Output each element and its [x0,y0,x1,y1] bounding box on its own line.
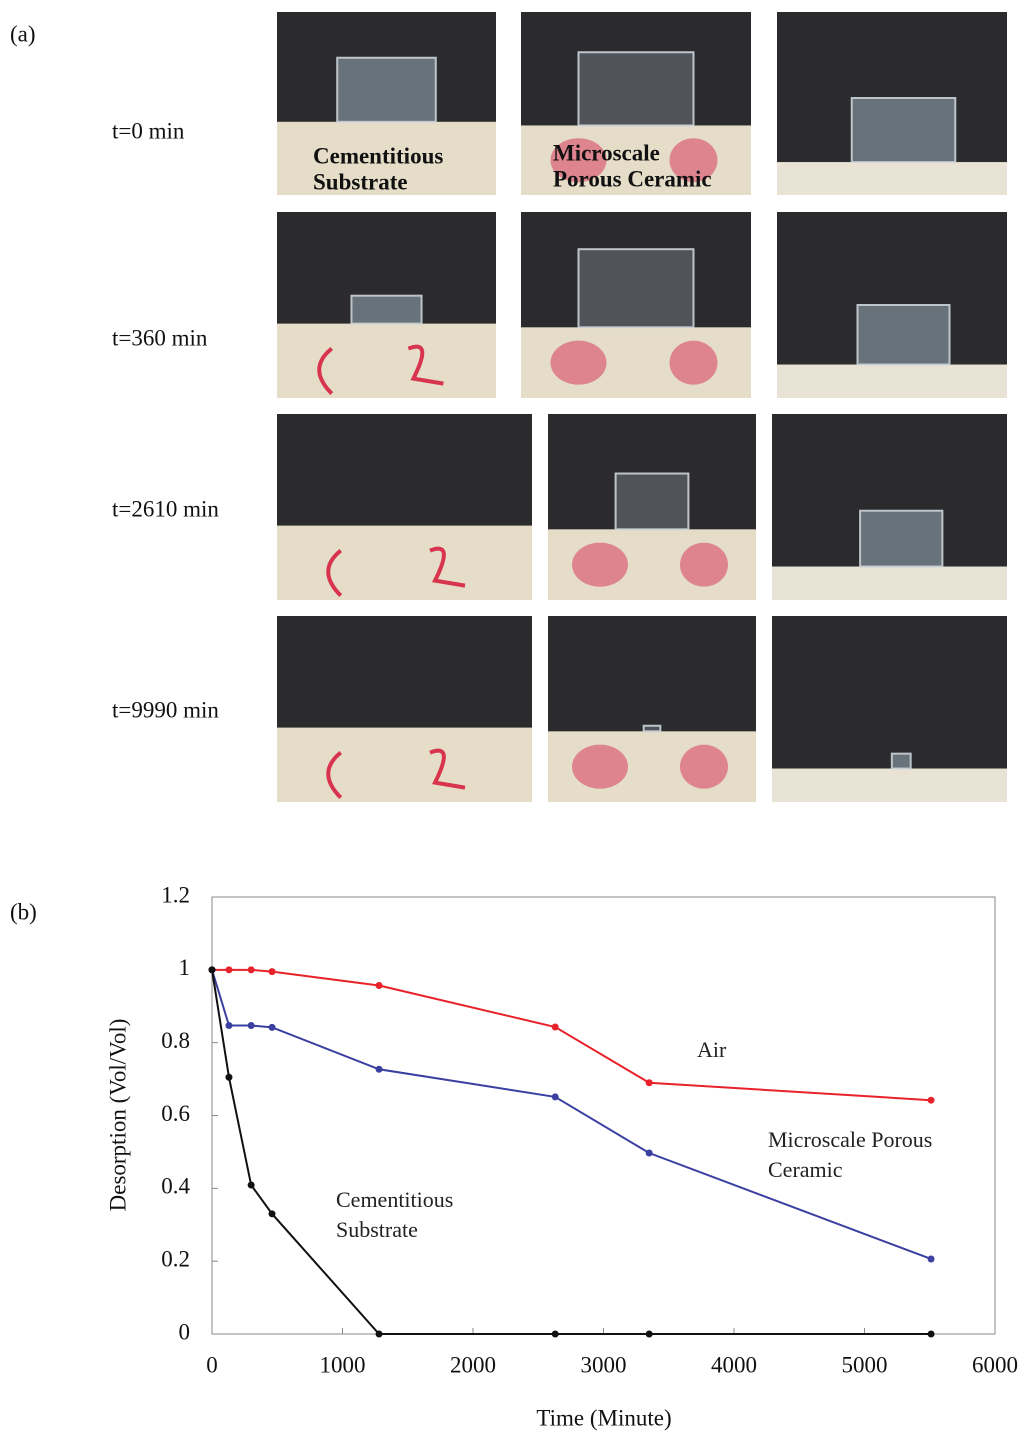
row-label: t=0 min [112,118,185,143]
photo-mark [551,341,607,385]
data-point [552,1331,559,1338]
y-tick-label: 1.2 [161,882,190,907]
photo-mark [572,745,628,789]
data-point [928,1255,935,1262]
photo-mark [680,745,728,789]
data-point [269,1024,276,1031]
photo-substrate [277,728,532,802]
photo-label: Substrate [313,169,408,194]
photo-mark [680,543,728,587]
x-tick-label: 0 [206,1352,218,1377]
row-label: t=2610 min [112,496,219,521]
data-point [248,1182,255,1189]
photo-specimen [351,296,421,324]
data-point [552,1024,559,1031]
data-point [646,1150,653,1157]
x-tick-label: 2000 [450,1352,496,1377]
data-point [209,966,216,973]
data-point [225,1074,232,1081]
y-tick-label: 0.6 [161,1101,190,1126]
data-point [646,1331,653,1338]
photo-specimen [337,58,436,122]
data-point [376,982,383,989]
x-axis-label: Time (Minute) [536,1405,671,1430]
y-tick-label: 0 [179,1319,191,1344]
page: (a) (b) Time (Minute) Desorption (Vol/Vo… [0,0,1028,1439]
y-tick-label: 0.2 [161,1246,190,1271]
y-tick-label: 0.4 [161,1174,190,1199]
data-point [928,1331,935,1338]
photo-label: Microscale [553,140,660,165]
y-tick-label: 0.8 [161,1028,190,1053]
photo-label: Cementitious [313,143,443,168]
x-tick-label: 4000 [711,1352,757,1377]
data-point [225,966,232,973]
figure: (a) (b) Time (Minute) Desorption (Vol/Vo… [0,0,1028,1439]
data-point [376,1066,383,1073]
series-line [212,970,931,1100]
data-point [552,1093,559,1100]
x-tick-label: 6000 [972,1352,1018,1377]
photo-label: Porous Ceramic [553,166,712,191]
photo-specimen [616,474,689,530]
photo-specimen [860,511,942,567]
data-point [225,1022,232,1029]
series-label: Air [697,1035,777,1065]
data-point [376,1331,383,1338]
photo-specimen [579,249,694,327]
data-point [269,968,276,975]
data-point [269,1210,276,1217]
photo-specimen [852,98,956,162]
photo-substrate [277,526,532,600]
y-tick-label: 1 [179,955,191,980]
photo-substrate [772,769,1007,802]
photo-specimen [858,305,950,365]
photo-substrate [772,567,1007,600]
series-label: Cementitious Substrate [336,1185,496,1245]
y-axis-label: Desorption (Vol/Vol) [105,1019,130,1212]
panel-label: (b) [10,899,37,924]
photo-substrate [777,162,1007,195]
x-tick-label: 1000 [320,1352,366,1377]
photo-mark [572,543,628,587]
series-label: Microscale Porous Ceramic [768,1125,988,1185]
photo-specimen [644,726,661,732]
photo-specimen [579,52,694,125]
data-point [928,1097,935,1104]
data-point [646,1079,653,1086]
photo-specimen [892,754,911,769]
row-label: t=9990 min [112,697,219,722]
panel-label: (a) [10,21,36,46]
data-point [248,1022,255,1029]
x-tick-label: 3000 [581,1352,627,1377]
photo-substrate [777,365,1007,398]
photo-substrate [277,324,496,398]
plot-frame [212,897,995,1334]
x-tick-label: 5000 [842,1352,888,1377]
series-line [212,970,931,1259]
row-label: t=360 min [112,325,208,350]
photo-mark [670,341,718,385]
data-point [248,966,255,973]
